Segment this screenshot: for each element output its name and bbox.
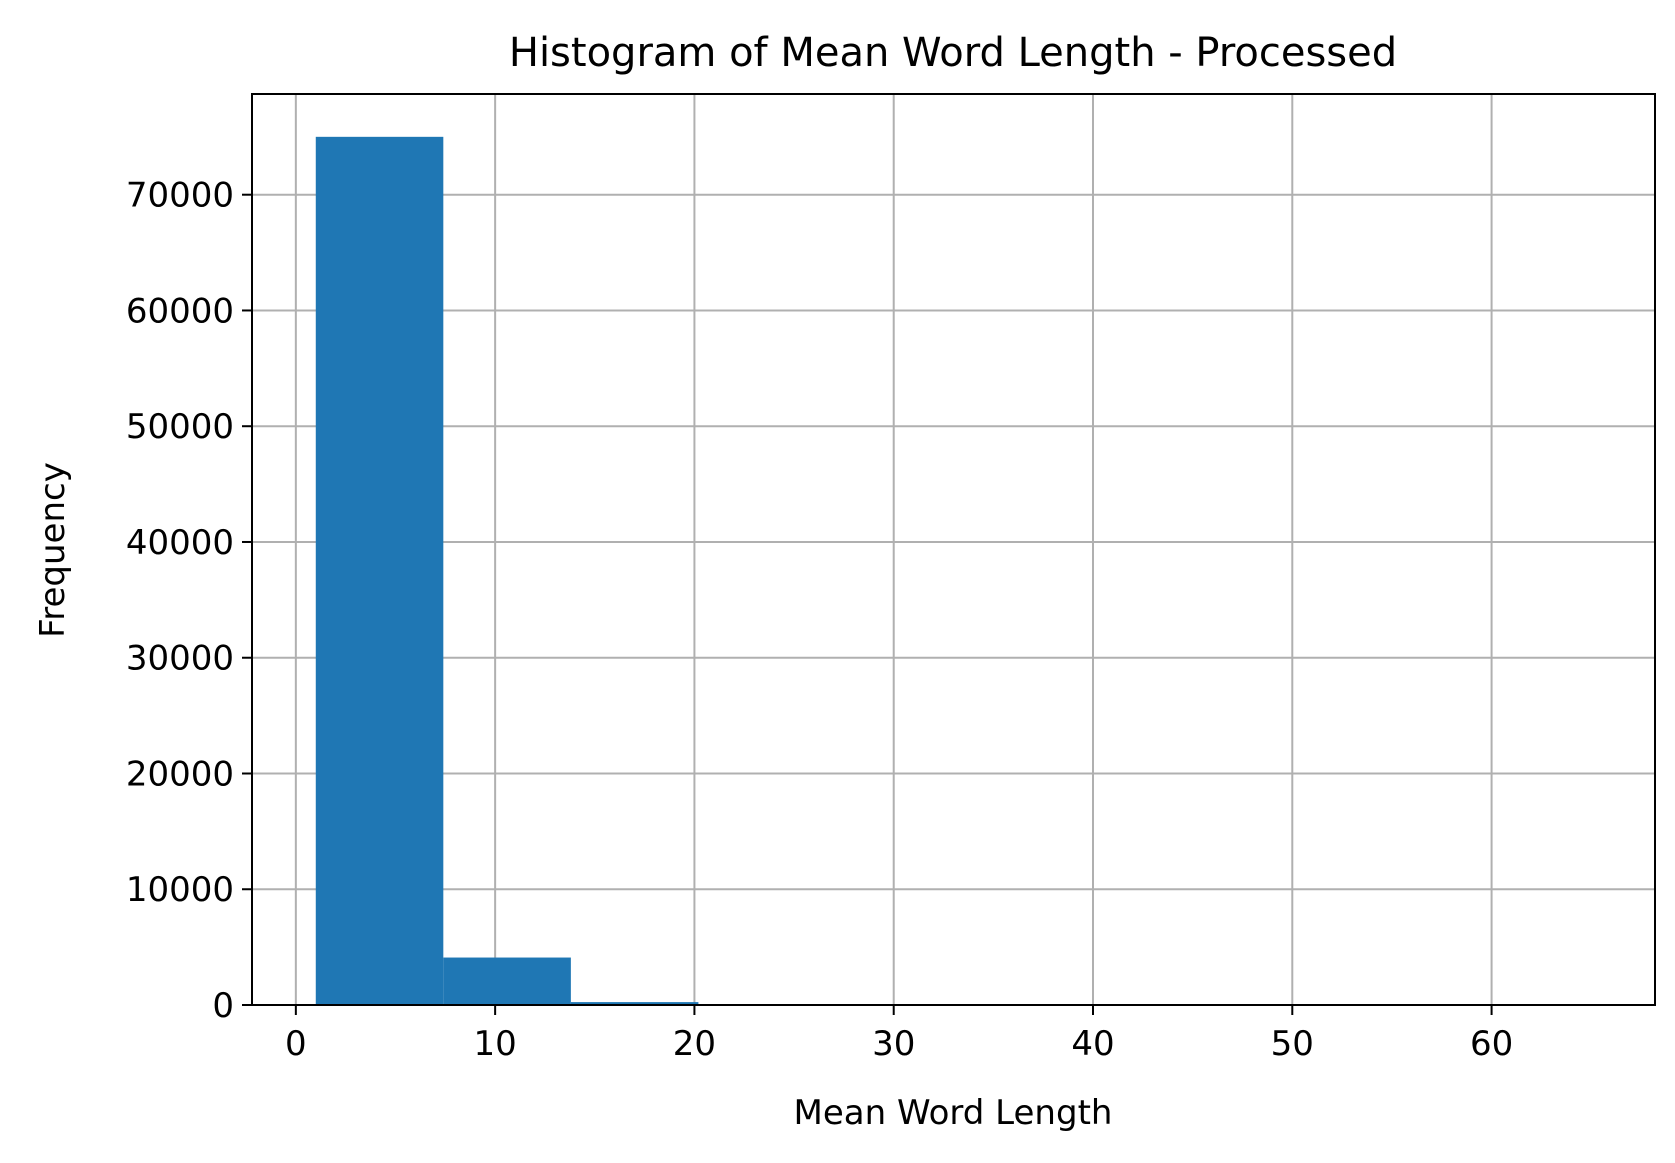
y-tick-label: 70000 [126, 176, 234, 216]
x-axis-ticks: 0 10 20 30 40 50 60 [285, 1005, 1513, 1064]
x-tick-label: 60 [1470, 1024, 1513, 1064]
x-tick-label: 40 [1071, 1024, 1114, 1064]
y-tick-label: 60000 [126, 291, 234, 331]
x-tick-label: 20 [673, 1024, 716, 1064]
y-tick-label: 0 [212, 986, 234, 1026]
chart-title: Histogram of Mean Word Length - Processe… [509, 30, 1397, 76]
x-tick-label: 50 [1271, 1024, 1314, 1064]
plot-frame [251, 93, 1656, 1006]
y-tick-label: 20000 [126, 754, 234, 794]
histogram-bar [315, 136, 444, 1006]
histogram-bar [443, 957, 571, 1005]
y-tick-label: 10000 [126, 870, 234, 910]
y-tick-label: 30000 [126, 639, 234, 679]
histogram-bars [315, 136, 1592, 1006]
x-axis-label: Mean Word Length [794, 1093, 1113, 1133]
x-tick-label: 10 [474, 1024, 517, 1064]
histogram-bar [570, 1002, 699, 1005]
y-axis-ticks: 0 10000 20000 30000 40000 50000 60000 70000 [126, 176, 252, 1026]
x-tick-label: 30 [872, 1024, 915, 1064]
y-axis-label: Frequency [33, 462, 73, 638]
x-tick-label: 0 [285, 1024, 307, 1064]
y-tick-label: 40000 [126, 523, 234, 563]
y-tick-label: 50000 [126, 407, 234, 447]
